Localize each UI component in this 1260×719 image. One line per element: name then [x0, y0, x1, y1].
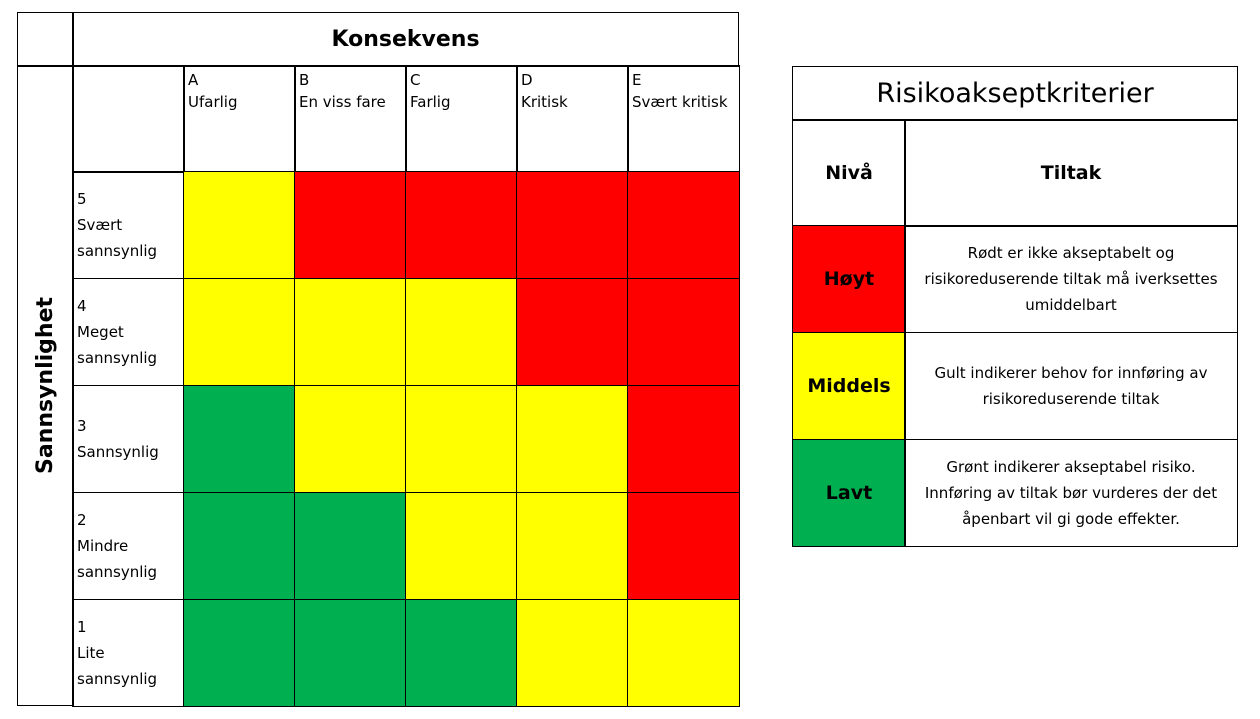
legend-description-line: Grønt indikerer akseptabel risiko. [946, 458, 1196, 476]
risk-cell-green [183, 385, 296, 493]
risk-cell-yellow [627, 599, 740, 707]
legend-description-line: Gult indikerer behov for innføring av [934, 364, 1208, 382]
risk-cell-red [627, 385, 740, 493]
risk-cell-red [627, 171, 740, 279]
risk-cell-green [183, 492, 296, 600]
legend-description: Grønt indikerer akseptabel risiko. Innfør… [904, 439, 1238, 547]
column-code: A [188, 71, 199, 89]
risk-cell-yellow [294, 385, 407, 493]
row-level: 4 [77, 297, 87, 315]
consequence-column-header: B En viss fare [294, 65, 407, 173]
legend-col-action-header: Tiltak [904, 119, 1238, 227]
risk-cell-yellow [294, 278, 407, 386]
risk-cell-red [516, 171, 629, 279]
column-label: Kritisk [521, 93, 568, 111]
column-label: En viss fare [299, 93, 386, 111]
row-label-line: Sannsynlig [77, 443, 159, 461]
risk-cell-yellow [516, 492, 629, 600]
likelihood-row-header: 1 Lite sannsynlig [72, 599, 185, 707]
legend-level-yellow: Middels [792, 332, 906, 440]
row-level: 3 [77, 417, 87, 435]
row-header-blank-cell [72, 65, 185, 173]
risk-cell-yellow [516, 599, 629, 707]
legend-description-line: umiddelbart [1025, 296, 1117, 314]
column-code: D [521, 71, 533, 89]
likelihood-row-header: 2 Mindre sannsynlig [72, 492, 185, 600]
consequence-column-header: E Svært kritisk [627, 65, 740, 173]
row-label-line: sannsynlig [77, 349, 158, 367]
risk-cell-green [294, 492, 407, 600]
risk-cell-yellow [183, 171, 296, 279]
risk-cell-yellow [516, 385, 629, 493]
matrix-corner-cell [17, 12, 74, 67]
legend-description-line: risikoreduserende tiltak [982, 390, 1160, 408]
risk-cell-yellow [405, 492, 518, 600]
risk-cell-red [405, 171, 518, 279]
row-level: 5 [77, 190, 87, 208]
row-label-line: sannsynlig [77, 670, 158, 688]
legend-description-line: risikoreduserende tiltak må iverksettes [924, 270, 1218, 288]
likelihood-row-header: 4 Meget sannsynlig [72, 278, 185, 386]
column-code: B [299, 71, 310, 89]
legend-description-line: Innføring av tiltak bør vurderes der det [924, 484, 1218, 502]
row-label-line: Lite [77, 644, 105, 662]
row-label-line: sannsynlig [77, 242, 158, 260]
column-code: E [632, 71, 642, 89]
likelihood-row-header: 3 Sannsynlig [72, 385, 185, 493]
risk-cell-green [294, 599, 407, 707]
row-level: 2 [77, 511, 87, 529]
column-label: Farlig [410, 93, 451, 111]
risk-cell-red [627, 492, 740, 600]
legend-level-green: Lavt [792, 439, 906, 547]
legend-level-red: Høyt [792, 225, 906, 333]
likelihood-axis-title-cell: Sannsynlighet [17, 65, 74, 706]
legend-description-line: åpenbart vil gi gode effekter. [962, 510, 1180, 528]
risk-cell-yellow [183, 278, 296, 386]
row-level: 1 [77, 618, 87, 636]
risk-cell-green [405, 599, 518, 707]
risk-cell-yellow [405, 385, 518, 493]
row-label-line: sannsynlig [77, 563, 158, 581]
consequence-column-header: A Ufarlig [183, 65, 296, 173]
row-label-line: Svært [77, 216, 123, 234]
risk-cell-red [516, 278, 629, 386]
consequence-axis-title: Konsekvens [72, 12, 739, 67]
likelihood-row-header: 5 Svært sannsynlig [72, 171, 185, 279]
legend-description: Gult indikerer behov for innføring av ris… [904, 332, 1238, 440]
consequence-column-header: D Kritisk [516, 65, 629, 173]
row-label-line: Mindre [77, 537, 129, 555]
column-code: C [410, 71, 421, 89]
column-label: Ufarlig [188, 93, 238, 111]
likelihood-axis-title: Sannsynlighet [33, 296, 59, 475]
legend-col-level-header: Nivå [792, 119, 906, 227]
row-label-line: Meget [77, 323, 124, 341]
risk-cell-yellow [405, 278, 518, 386]
consequence-column-header: C Farlig [405, 65, 518, 173]
column-label: Svært kritisk [632, 93, 728, 111]
legend-title: Risikoakseptkriterier [792, 66, 1238, 121]
legend-description-line: Rødt er ikke akseptabelt og [967, 244, 1175, 262]
risk-cell-green [183, 599, 296, 707]
risk-cell-red [294, 171, 407, 279]
legend-description: Rødt er ikke akseptabelt og risikoreduser… [904, 225, 1238, 333]
risk-cell-red [627, 278, 740, 386]
